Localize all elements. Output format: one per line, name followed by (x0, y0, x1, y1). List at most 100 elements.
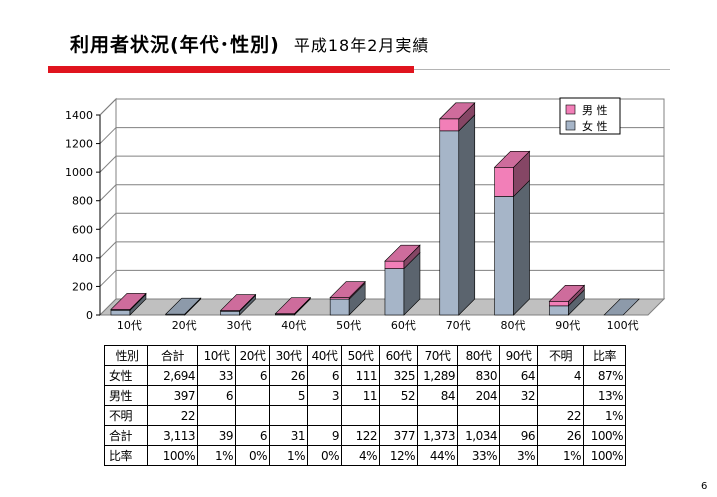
table-cell: 6 (197, 385, 236, 406)
table-cell: 1% (197, 445, 236, 466)
age-gender-chart: 0 200 400 600 800 1000 1200 1400 10代 20代 30代 40代 50代… (65, 97, 666, 332)
gridline (99, 241, 117, 259)
table-cell: 1% (537, 445, 584, 466)
table-cell (537, 385, 584, 406)
gridline (99, 155, 117, 173)
bar-top (493, 150, 531, 168)
table-cell: 325 (379, 365, 418, 386)
table-cell: 33% (457, 445, 500, 466)
table-cell: 26 (537, 425, 584, 446)
data-table: 性別 合計 10代 20代 30代 40代 50代 60代 70代 80代 90代 不明 比率 女性 2,6… (104, 345, 626, 466)
table-cell: 4% (341, 445, 380, 466)
table-cell: 1,034 (457, 425, 500, 446)
bar-top (165, 297, 202, 315)
table-cell: 4 (537, 365, 584, 386)
title-underline-gray (414, 69, 670, 70)
table-row-label: 男性 (104, 385, 148, 406)
subtitle-text: 平成18年2月実績 (293, 36, 430, 55)
table-cell (269, 405, 308, 426)
table-cell: 11 (341, 385, 380, 406)
bar-top (384, 244, 421, 262)
table-row: 合計 3,113 39 6 31 9 122 377 1,373 1,034 96 26 100% (104, 425, 626, 446)
table-cell: 26 (269, 365, 308, 386)
page-title: 利用者状況(年代･性別) 平成18年2月実績 (70, 30, 429, 57)
gridline (99, 127, 117, 144)
legend-swatch (565, 104, 576, 115)
bar-front (494, 196, 514, 316)
title-underline-red (48, 66, 414, 73)
table-row-label: 比率 (104, 445, 148, 466)
title-text: 利用者状況(年代･性別) (70, 34, 280, 56)
gridline (99, 184, 117, 202)
table-header-cell: 50代 (341, 345, 380, 366)
gridline (99, 212, 117, 230)
bar-front (549, 300, 569, 307)
bar-top (274, 297, 312, 315)
table-cell (457, 405, 500, 426)
y-tick-label: 0 (86, 309, 93, 322)
bar-top (548, 284, 586, 302)
table-cell: 204 (457, 385, 500, 406)
gridline (99, 270, 117, 287)
bar-front (384, 268, 405, 316)
table-cell (197, 405, 236, 426)
table-cell: 100% (147, 445, 198, 466)
table-header-cell: 10代 (197, 345, 236, 366)
table-cell: 1% (583, 405, 626, 426)
legend-swatch (565, 120, 576, 131)
table-cell: 2,694 (147, 365, 198, 386)
table-cell: 52 (379, 385, 418, 406)
table-cell (379, 405, 418, 426)
table-cell: 39 (197, 425, 236, 446)
bar-top (219, 294, 257, 311)
bar-front (494, 166, 514, 197)
table-cell: 111 (341, 365, 380, 386)
y-tick-label: 600 (72, 223, 93, 236)
chart-side-wall (99, 97, 117, 317)
bar-side (513, 179, 530, 316)
bar-side (458, 114, 476, 316)
y-tick-label: 400 (72, 252, 93, 265)
bar-front (110, 309, 131, 316)
x-tick-label: 10代 (117, 319, 142, 332)
table-row: 比率 100% 1% 0% 1% 0% 4% 12% 44% 33% 3% 1% 100% (104, 445, 626, 466)
bar-top (110, 293, 147, 310)
table-cell: 122 (341, 425, 380, 446)
table-cell: 84 (417, 385, 458, 406)
x-tick-label: 60代 (391, 319, 416, 332)
table-cell: 1,289 (417, 365, 458, 386)
x-tick-label: 70代 (446, 319, 471, 332)
table-cell: 6 (307, 365, 342, 386)
table-header-cell: 70代 (417, 345, 458, 366)
table-cell: 3,113 (147, 425, 198, 446)
x-tick-label: 100代 (607, 319, 639, 332)
table-cell: 377 (379, 425, 418, 446)
table-row-label: 合計 (104, 425, 148, 446)
x-tick-label: 80代 (501, 319, 526, 332)
bar-front (549, 305, 569, 316)
table-cell: 397 (147, 385, 198, 406)
table-cell: 1% (269, 445, 308, 466)
table-cell: 13% (583, 385, 626, 406)
table-cell: 6 (235, 425, 270, 446)
table-cell: 830 (457, 365, 500, 386)
table-cell: 100% (583, 425, 626, 446)
table-header-cell: 30代 (269, 345, 308, 366)
table-row-label: 不明 (104, 405, 148, 426)
table-cell: 3% (499, 445, 538, 466)
table-cell: 22 (537, 405, 584, 426)
y-tick-label: 1200 (65, 138, 93, 151)
bar-front (439, 130, 460, 316)
table-cell (499, 405, 538, 426)
x-tick-label: 20代 (172, 319, 197, 332)
x-tick-label: 50代 (336, 319, 361, 332)
table-row-label: 女性 (104, 365, 148, 386)
gridline (99, 98, 117, 116)
table-cell: 9 (307, 425, 342, 446)
table-cell: 32 (499, 385, 538, 406)
table-cell: 0% (235, 445, 270, 466)
table-header-cell: 90代 (499, 345, 538, 366)
table-header-row: 性別 合計 10代 20代 30代 40代 50代 60代 70代 80代 90代 不明 比率 (104, 345, 626, 366)
table-cell: 5 (269, 385, 308, 406)
table-cell: 22 (147, 405, 198, 426)
